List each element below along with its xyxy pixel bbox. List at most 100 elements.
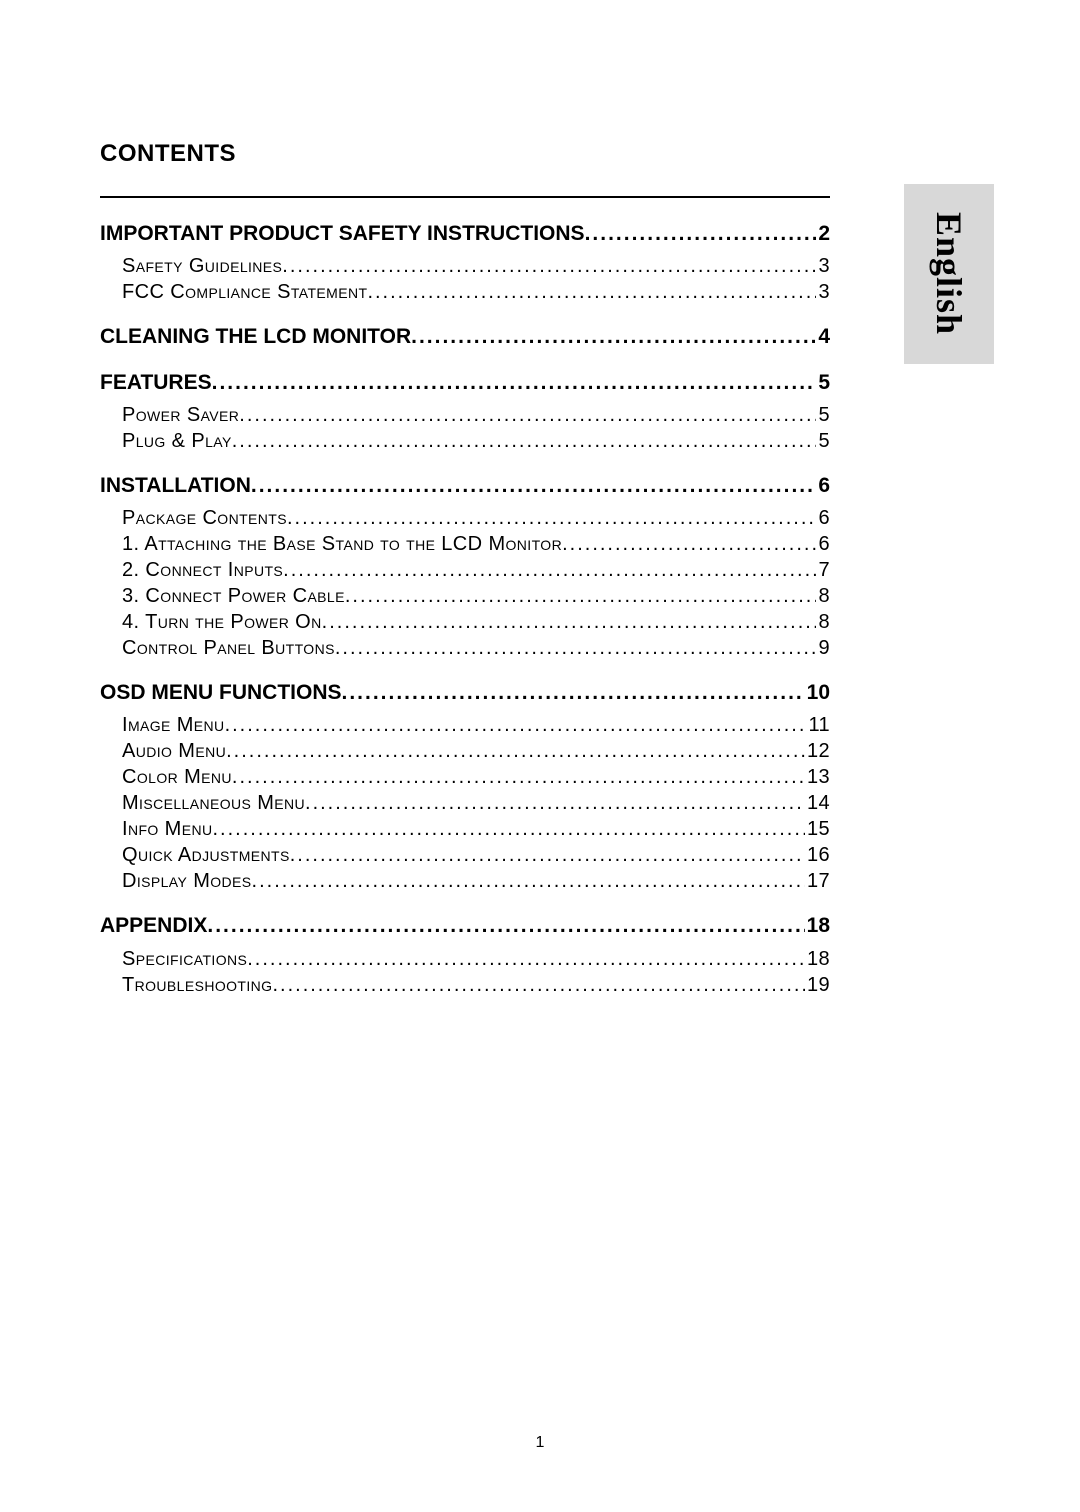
toc-section: APPENDIX 18 (100, 912, 830, 939)
toc-leader-dots (305, 790, 805, 816)
toc-label: Safety Guidelines (122, 253, 282, 279)
toc-leader-dots (562, 531, 816, 557)
toc-label: CLEANING THE LCD MONITOR (100, 323, 411, 350)
toc-page-number: 13 (805, 764, 830, 790)
toc-page-number: 5 (816, 402, 830, 428)
language-tab: English (904, 184, 994, 364)
toc-page-number: 6 (816, 531, 830, 557)
toc-label: FCC Compliance Statement (122, 279, 367, 305)
toc-subitem: 4. Turn the Power On 8 (122, 609, 830, 635)
toc-subitem: Safety Guidelines 3 (122, 253, 830, 279)
toc-label: Info Menu (122, 816, 212, 842)
toc-page-number: 18 (805, 912, 830, 939)
toc-section: INSTALLATION 6 (100, 472, 830, 499)
table-of-contents: IMPORTANT PRODUCT SAFETY INSTRUCTIONS 2 Sa… (100, 220, 830, 998)
toc-leader-dots (335, 635, 817, 661)
toc-subitem: Audio Menu 12 (122, 738, 830, 764)
toc-leader-dots (252, 868, 805, 894)
toc-leader-dots (232, 428, 817, 454)
toc-subitem: Plug & Play5 (122, 428, 830, 454)
toc-label: IMPORTANT PRODUCT SAFETY INSTRUCTIONS (100, 220, 585, 247)
page: CONTENTS IMPORTANT PRODUCT SAFETY INSTRU… (0, 0, 1080, 1512)
toc-leader-dots (290, 842, 805, 868)
toc-page-number: 2 (816, 220, 830, 247)
toc-subitem: FCC Compliance Statement 3 (122, 279, 830, 305)
toc-subitem: Info Menu 15 (122, 816, 830, 842)
toc-label: APPENDIX (100, 912, 207, 939)
toc-page-number: 5 (816, 369, 830, 396)
toc-subitem: 3. Connect Power Cable 8 (122, 583, 830, 609)
toc-label: 1. Attaching the Base Stand to the LCD M… (122, 531, 562, 557)
toc-label: Power Saver (122, 402, 239, 428)
page-number: 1 (0, 1434, 1080, 1452)
toc-label: 2. Connect Inputs (122, 557, 283, 583)
toc-leader-dots (247, 946, 805, 972)
toc-leader-dots (367, 279, 816, 305)
toc-leader-dots (225, 712, 807, 738)
toc-leader-dots (251, 472, 816, 499)
toc-section: OSD MENU FUNCTIONS 10 (100, 679, 830, 706)
toc-page-number: 19 (805, 972, 830, 998)
toc-leader-dots (232, 764, 805, 790)
toc-subitem: Color Menu 13 (122, 764, 830, 790)
toc-section: FEATURES 5 (100, 369, 830, 396)
toc-page-number: 10 (805, 679, 830, 706)
toc-leader-dots (207, 912, 804, 939)
toc-page-number: 9 (816, 635, 830, 661)
toc-page-number: 7 (816, 557, 830, 583)
toc-label: Image Menu (122, 712, 225, 738)
toc-label: Specifications (122, 946, 247, 972)
toc-label: Control Panel Buttons (122, 635, 335, 661)
toc-page-number: 14 (805, 790, 830, 816)
toc-leader-dots (411, 323, 816, 350)
toc-leader-dots (287, 505, 816, 531)
toc-page-number: 4 (816, 323, 830, 350)
toc-leader-dots (345, 583, 817, 609)
toc-section: CLEANING THE LCD MONITOR 4 (100, 323, 830, 350)
toc-leader-dots (342, 679, 805, 706)
toc-page-number: 3 (816, 253, 830, 279)
heading-rule (100, 196, 830, 198)
toc-subitem: 1. Attaching the Base Stand to the LCD M… (122, 531, 830, 557)
toc-page-number: 11 (806, 712, 830, 738)
toc-label: FEATURES (100, 369, 212, 396)
toc-page-number: 15 (805, 816, 830, 842)
toc-label: OSD MENU FUNCTIONS (100, 679, 342, 706)
toc-page-number: 6 (816, 505, 830, 531)
toc-page-number: 16 (805, 842, 830, 868)
toc-label: Color Menu (122, 764, 232, 790)
contents-block: CONTENTS IMPORTANT PRODUCT SAFETY INSTRU… (100, 140, 830, 998)
toc-label: Audio Menu (122, 738, 226, 764)
toc-leader-dots (212, 369, 817, 396)
toc-page-number: 17 (805, 868, 830, 894)
toc-subitem: Package Contents 6 (122, 505, 830, 531)
toc-section: IMPORTANT PRODUCT SAFETY INSTRUCTIONS 2 (100, 220, 830, 247)
toc-subitem: Troubleshooting 19 (122, 972, 830, 998)
toc-leader-dots (322, 609, 817, 635)
toc-label: 3. Connect Power Cable (122, 583, 345, 609)
toc-page-number: 6 (816, 472, 830, 499)
toc-page-number: 8 (816, 583, 830, 609)
toc-subitem: Power Saver 5 (122, 402, 830, 428)
toc-subitem: Display Modes 17 (122, 868, 830, 894)
toc-label: Miscellaneous Menu (122, 790, 305, 816)
toc-label: Plug & Play (122, 428, 232, 454)
toc-label: Package Contents (122, 505, 287, 531)
toc-page-number: 18 (805, 946, 830, 972)
toc-label: Troubleshooting (122, 972, 272, 998)
toc-leader-dots (226, 738, 805, 764)
language-tab-label: English (928, 212, 970, 335)
toc-leader-dots (272, 972, 804, 998)
toc-page-number: 8 (816, 609, 830, 635)
toc-page-number: 12 (805, 738, 830, 764)
toc-label: Display Modes (122, 868, 252, 894)
toc-label: INSTALLATION (100, 472, 251, 499)
contents-heading: CONTENTS (100, 140, 830, 168)
toc-leader-dots (283, 557, 816, 583)
toc-label: 4. Turn the Power On (122, 609, 322, 635)
toc-leader-dots (212, 816, 804, 842)
toc-subitem: 2. Connect Inputs 7 (122, 557, 830, 583)
toc-subitem: Specifications 18 (122, 946, 830, 972)
toc-leader-dots (239, 402, 816, 428)
toc-page-number: 3 (816, 279, 830, 305)
